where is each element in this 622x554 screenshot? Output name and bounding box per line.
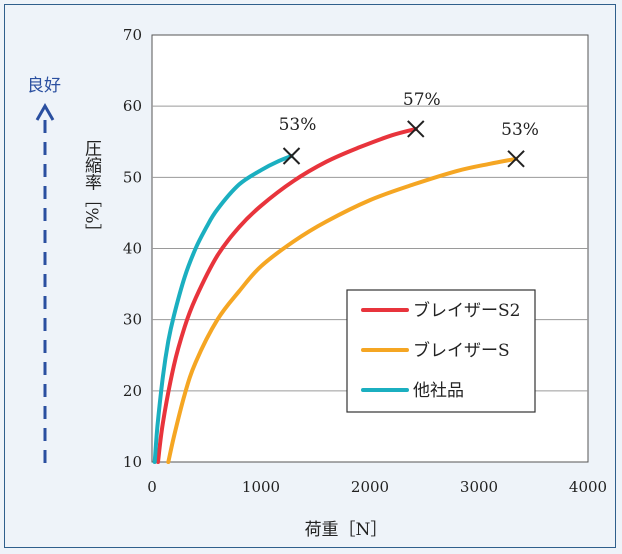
y-tick-label: 50 [123, 168, 142, 186]
end-value-label: 53% [279, 115, 317, 135]
legend-label: ブレイザーS2 [413, 300, 520, 321]
end-marker-stroke [507, 150, 525, 168]
end-value-label: 53% [501, 120, 539, 140]
legend: ブレイザーS2 ブレイザーS 他社品 [346, 289, 536, 413]
end-marker-stroke [407, 120, 425, 138]
x-tick-label: 0 [147, 478, 157, 496]
series-line-2 [166, 156, 519, 464]
end-marker-stroke [282, 147, 301, 165]
legend-label: 他社品 [413, 381, 464, 401]
y-tick-label: 30 [123, 311, 142, 329]
x-tick-label: 2000 [351, 478, 389, 496]
end-marker-x-icon [407, 120, 425, 138]
y-tick-label: 60 [123, 97, 142, 115]
good-label: 良好 [27, 76, 61, 96]
series-lines [152, 126, 519, 464]
x-axis-title: 荷重［N］ [305, 520, 388, 540]
y-tick-label: 10 [123, 453, 142, 471]
y-tick-label: 40 [123, 240, 142, 258]
x-tick-label: 4000 [569, 478, 607, 496]
series-line-1 [156, 126, 418, 464]
y-tick-label: 70 [123, 26, 142, 44]
y-tick-labels: 10 20 30 40 50 60 70 [123, 26, 142, 471]
legend-label: ブレイザーS [413, 340, 510, 361]
x-tick-label: 3000 [460, 478, 498, 496]
y-tick-label: 20 [123, 382, 142, 400]
x-tick-label: 1000 [242, 478, 280, 496]
end-marker-x-icon [507, 150, 525, 168]
end-value-label: 57% [403, 90, 441, 110]
x-tick-labels: 0 1000 2000 3000 4000 [147, 478, 607, 496]
end-marker-x-icon [282, 147, 301, 165]
chart-frame: 10 20 30 40 50 60 70 0 1000 2000 3000 4000 57% 53% 5… [4, 4, 616, 548]
end-markers: 57% 53% 53% [279, 90, 539, 168]
series-line-3 [152, 154, 294, 464]
good-arrow-head-icon [35, 102, 55, 121]
good-direction-indicator: 良好 [27, 76, 61, 463]
y-axis-title: 圧縮率［%］ [81, 139, 102, 240]
